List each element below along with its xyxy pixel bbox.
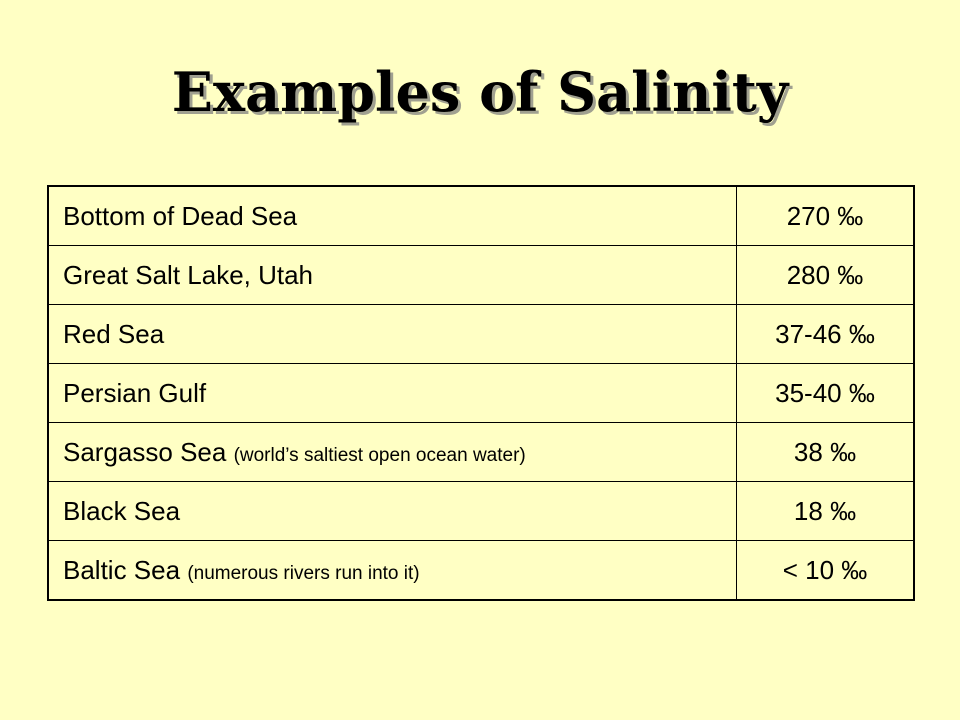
location-cell: Black Sea — [47, 481, 737, 541]
salinity-value: 38 ‰ — [736, 422, 915, 482]
table-row: Baltic Sea (numerous rivers run into it)… — [47, 540, 915, 601]
table-row: Great Salt Lake, Utah 280 ‰ — [47, 245, 915, 305]
table-row: Red Sea 37-46 ‰ — [47, 304, 915, 364]
salinity-value: < 10 ‰ — [736, 540, 915, 601]
location-name: Baltic Sea — [63, 554, 181, 585]
location-name: Bottom of Dead Sea — [63, 200, 298, 231]
location-cell: Persian Gulf — [47, 363, 737, 423]
salinity-value: 18 ‰ — [736, 481, 915, 541]
salinity-value: 280 ‰ — [736, 245, 915, 305]
table-row: Persian Gulf 35-40 ‰ — [47, 363, 915, 423]
location-cell: Bottom of Dead Sea — [47, 185, 737, 246]
table-row: Black Sea 18 ‰ — [47, 481, 915, 541]
salinity-value: 35-40 ‰ — [736, 363, 915, 423]
salinity-value: 270 ‰ — [736, 185, 915, 246]
location-name: Red Sea — [63, 318, 165, 349]
salinity-value: 37-46 ‰ — [736, 304, 915, 364]
location-name: Great Salt Lake, Utah — [63, 259, 314, 290]
location-name: Persian Gulf — [63, 377, 207, 408]
salinity-table: Bottom of Dead Sea 270 ‰ Great Salt Lake, … — [47, 185, 915, 601]
location-note: (numerous rivers run into it) — [187, 562, 420, 584]
location-cell: Red Sea — [47, 304, 737, 364]
location-cell: Great Salt Lake, Utah — [47, 245, 737, 305]
slide-title: Examples of Salinity — [171, 60, 789, 124]
location-name: Sargasso Sea — [63, 436, 227, 467]
table-row: Sargasso Sea (world’s saltiest open ocea… — [47, 422, 915, 482]
location-name: Black Sea — [63, 495, 181, 526]
location-note: (world’s saltiest open ocean water) — [233, 444, 526, 466]
table-row: Bottom of Dead Sea 270 ‰ — [47, 185, 915, 246]
location-cell: Sargasso Sea (world’s saltiest open ocea… — [47, 422, 737, 482]
location-cell: Baltic Sea (numerous rivers run into it) — [47, 540, 737, 601]
